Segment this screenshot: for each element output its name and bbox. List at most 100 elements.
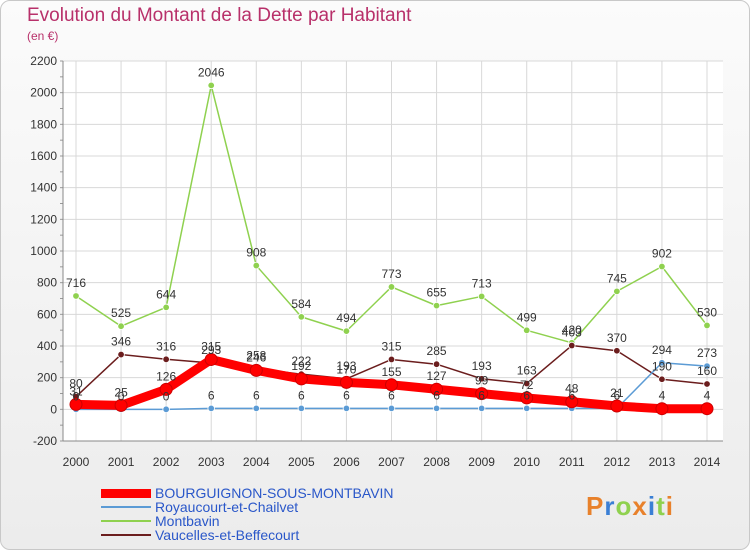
data-label: 258 <box>246 348 266 362</box>
data-point <box>658 375 666 383</box>
x-tick-label: 2000 <box>63 455 90 469</box>
data-point <box>477 375 486 383</box>
data-label: 4 <box>659 389 666 403</box>
legend-swatch <box>101 506 151 508</box>
chart-subtitle: (en €) <box>27 29 59 43</box>
data-label: 0 <box>73 389 80 403</box>
y-tick-label: -200 <box>33 434 57 448</box>
data-point <box>342 327 351 335</box>
data-label: 315 <box>381 339 401 353</box>
legend-label: Vaucelles-et-Beffecourt <box>155 527 300 543</box>
data-label: 584 <box>291 297 311 311</box>
data-label: 346 <box>111 335 131 349</box>
data-point <box>520 391 534 405</box>
logo-letter: o <box>615 491 633 521</box>
x-tick-label: 2008 <box>423 455 450 469</box>
data-label: 6 <box>298 388 305 402</box>
data-label: 294 <box>652 343 672 357</box>
data-label: 2046 <box>198 65 225 79</box>
x-tick-label: 2001 <box>108 455 135 469</box>
data-point <box>117 322 125 330</box>
data-label: 4 <box>704 389 711 403</box>
chart-title: Evolution du Montant de la Dette par Hab… <box>27 5 412 26</box>
data-point <box>477 292 486 301</box>
data-label: 285 <box>427 344 447 358</box>
data-point <box>114 398 128 412</box>
data-label: 655 <box>427 286 447 300</box>
data-point <box>387 404 396 413</box>
legend-item: Vaucelles-et-Beffecourt <box>101 528 394 542</box>
data-label: 494 <box>336 311 356 325</box>
logo-letter: P <box>586 491 605 521</box>
data-point <box>159 382 173 396</box>
data-label: 6 <box>614 388 621 402</box>
x-tick-label: 2003 <box>198 455 225 469</box>
data-label: 773 <box>381 267 401 281</box>
data-point <box>162 303 170 312</box>
data-label: 902 <box>652 247 672 261</box>
x-tick-label: 2006 <box>333 455 360 469</box>
legend-swatch <box>101 534 151 536</box>
data-label: 160 <box>697 364 717 378</box>
x-tick-label: 2009 <box>468 455 495 469</box>
data-point <box>207 404 215 413</box>
logo-letter: i <box>647 491 657 521</box>
data-point <box>249 363 263 377</box>
legend-item: Royaucourt-et-Chailvet <box>101 500 394 514</box>
data-label: 316 <box>156 339 176 353</box>
data-point <box>339 375 353 389</box>
data-label: 155 <box>381 365 401 379</box>
logo-letter: x <box>632 491 648 521</box>
data-point <box>477 404 486 413</box>
data-point <box>72 292 80 300</box>
y-tick-label: 1600 <box>30 149 57 163</box>
data-label: 25 <box>114 385 128 399</box>
data-label: 246 <box>246 350 266 364</box>
data-point <box>568 341 576 350</box>
y-tick-label: 1000 <box>30 244 57 258</box>
data-label: 908 <box>246 246 266 260</box>
data-point <box>613 287 621 296</box>
data-label: 6 <box>523 388 530 402</box>
legend-item: Montbavin <box>101 514 394 528</box>
data-point <box>523 379 531 388</box>
data-label: 6 <box>568 388 575 402</box>
x-tick-label: 2012 <box>604 455 631 469</box>
data-label: 6 <box>343 388 350 402</box>
data-label: 315 <box>201 339 221 353</box>
data-label: 499 <box>517 310 537 324</box>
data-label: 0 <box>163 389 170 403</box>
x-tick-label: 2002 <box>153 455 180 469</box>
data-label: 420 <box>562 323 582 337</box>
data-label: 127 <box>427 369 447 383</box>
data-label: 745 <box>607 271 627 285</box>
logo-letter: t <box>656 491 666 521</box>
data-point <box>430 382 444 396</box>
data-point <box>565 395 579 409</box>
y-tick-label: 200 <box>37 371 57 385</box>
legend-label: Montbavin <box>155 513 220 529</box>
data-point <box>432 301 441 310</box>
x-tick-label: 2005 <box>288 455 315 469</box>
data-point <box>252 261 260 270</box>
data-point <box>162 405 170 414</box>
legend-label: Royaucourt-et-Chailvet <box>155 499 299 515</box>
data-label: 163 <box>517 364 537 378</box>
data-label: 80 <box>69 377 83 391</box>
y-tick-label: 1800 <box>30 117 57 131</box>
x-tick-label: 2004 <box>243 455 270 469</box>
legend-swatch <box>101 520 151 522</box>
data-label: 6 <box>433 388 440 402</box>
legend-label: BOURGUIGNON-SOUS-MONTBAVIN <box>155 485 394 501</box>
logo-letter: i <box>665 491 674 521</box>
data-label: 530 <box>697 305 717 319</box>
x-tick-label: 2010 <box>513 455 540 469</box>
legend-swatch <box>101 488 151 498</box>
data-point <box>297 404 306 413</box>
data-point <box>252 404 260 413</box>
data-point <box>523 326 531 335</box>
y-tick-label: 400 <box>37 339 57 353</box>
legend: BOURGUIGNON-SOUS-MONTBAVIN Royaucourt-et-… <box>101 486 394 542</box>
